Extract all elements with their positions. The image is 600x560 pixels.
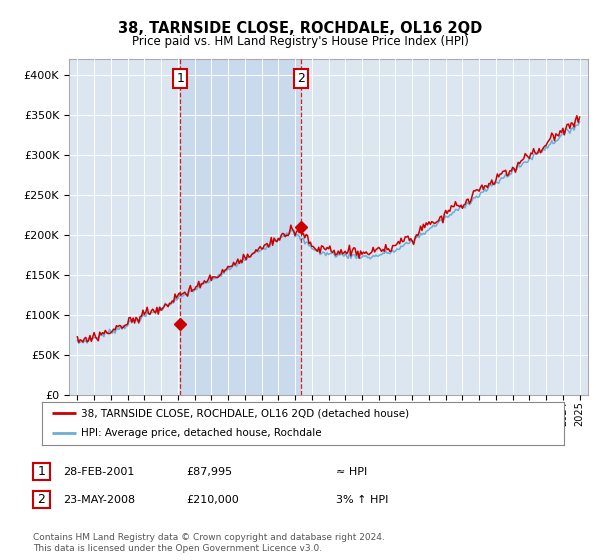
Bar — [181, 59, 301, 395]
Text: 2: 2 — [37, 493, 46, 506]
Text: £87,995: £87,995 — [186, 466, 232, 477]
Text: 1: 1 — [176, 72, 184, 85]
Text: 23-MAY-2008: 23-MAY-2008 — [63, 494, 135, 505]
Text: ≈ HPI: ≈ HPI — [336, 466, 367, 477]
Text: 38, TARNSIDE CLOSE, ROCHDALE, OL16 2QD (detached house): 38, TARNSIDE CLOSE, ROCHDALE, OL16 2QD (… — [81, 408, 409, 418]
Text: 3% ↑ HPI: 3% ↑ HPI — [336, 494, 388, 505]
Text: Price paid vs. HM Land Registry's House Price Index (HPI): Price paid vs. HM Land Registry's House … — [131, 35, 469, 48]
Text: Contains HM Land Registry data © Crown copyright and database right 2024.
This d: Contains HM Land Registry data © Crown c… — [33, 533, 385, 553]
Text: 2: 2 — [298, 72, 305, 85]
Text: £210,000: £210,000 — [186, 494, 239, 505]
Text: HPI: Average price, detached house, Rochdale: HPI: Average price, detached house, Roch… — [81, 428, 322, 438]
Text: 28-FEB-2001: 28-FEB-2001 — [63, 466, 134, 477]
Text: 38, TARNSIDE CLOSE, ROCHDALE, OL16 2QD: 38, TARNSIDE CLOSE, ROCHDALE, OL16 2QD — [118, 21, 482, 36]
Text: 1: 1 — [37, 465, 46, 478]
